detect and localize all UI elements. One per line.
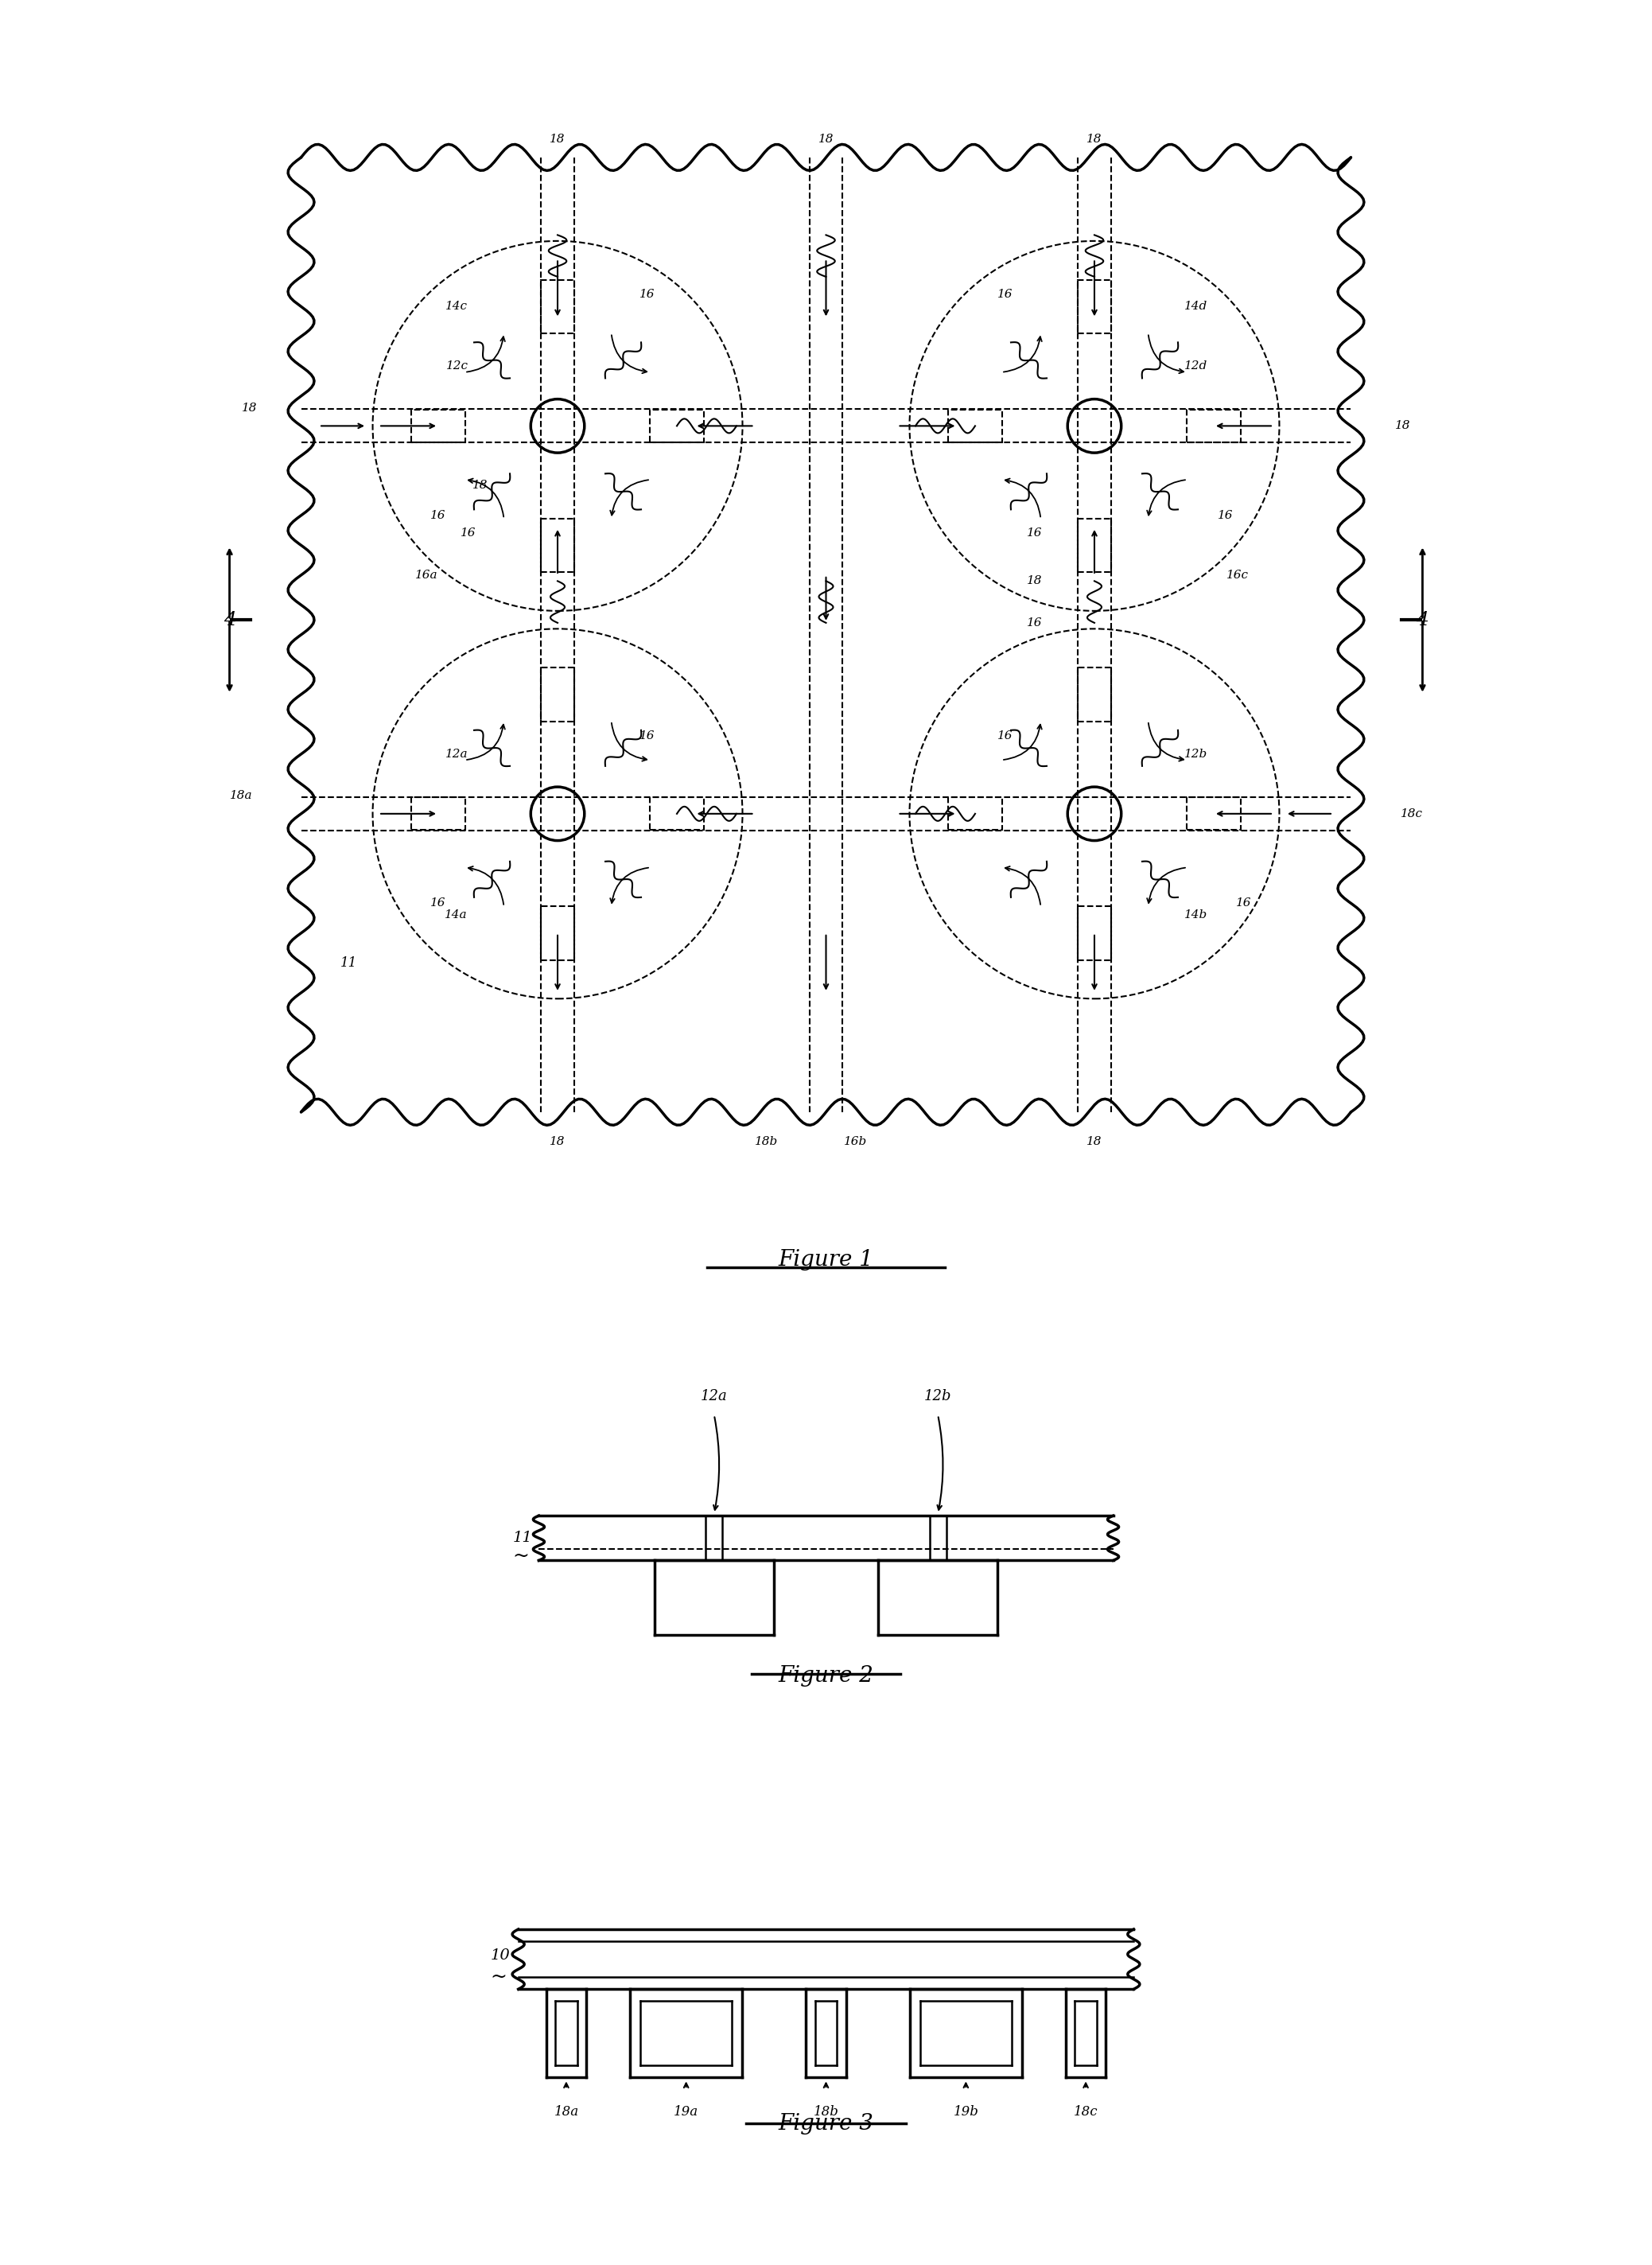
- Text: 11: 11: [512, 1531, 532, 1545]
- Text: 16: 16: [1236, 897, 1251, 908]
- Text: 12a: 12a: [700, 1388, 727, 1404]
- Text: 16: 16: [431, 897, 446, 908]
- Text: 18b: 18b: [755, 1137, 778, 1148]
- Bar: [1079, 906, 1110, 960]
- Text: Figure 1: Figure 1: [778, 1250, 874, 1271]
- Bar: [948, 410, 1003, 442]
- Text: 4: 4: [223, 612, 236, 630]
- Text: 16: 16: [431, 510, 446, 521]
- Text: 4: 4: [1416, 612, 1429, 630]
- Text: 12b: 12b: [923, 1388, 952, 1404]
- Text: 18b: 18b: [813, 2104, 839, 2118]
- Text: 14a: 14a: [444, 911, 468, 922]
- Bar: [948, 797, 1003, 831]
- Text: 18a: 18a: [553, 2104, 578, 2118]
- Bar: [649, 797, 704, 831]
- Text: 18c: 18c: [1074, 2104, 1099, 2118]
- Bar: [411, 410, 466, 442]
- Bar: [542, 281, 573, 333]
- Bar: [649, 410, 704, 442]
- Bar: [411, 797, 466, 831]
- Text: 12b: 12b: [1184, 747, 1208, 759]
- Text: 10: 10: [491, 1948, 510, 1961]
- Text: Figure 2: Figure 2: [778, 1665, 874, 1687]
- Text: 18: 18: [1087, 134, 1102, 145]
- Text: 16: 16: [1218, 510, 1234, 521]
- Text: 18: 18: [1028, 575, 1042, 587]
- Bar: [1079, 281, 1110, 333]
- Text: 16: 16: [1028, 528, 1042, 539]
- Text: 16a: 16a: [415, 569, 438, 580]
- Text: 16: 16: [639, 290, 654, 301]
- Bar: [542, 668, 573, 720]
- Bar: [542, 906, 573, 960]
- Text: 12c: 12c: [446, 360, 468, 371]
- Text: 16: 16: [998, 732, 1013, 741]
- Text: ~: ~: [512, 1547, 529, 1565]
- Text: 11: 11: [340, 956, 357, 969]
- Text: 16b: 16b: [844, 1137, 867, 1148]
- Text: Figure 3: Figure 3: [778, 2113, 874, 2134]
- Bar: [1186, 410, 1241, 442]
- Text: 18: 18: [550, 134, 565, 145]
- Bar: [1079, 519, 1110, 573]
- Text: 14d: 14d: [1184, 301, 1208, 313]
- Text: 19b: 19b: [953, 2104, 978, 2118]
- Bar: [542, 519, 573, 573]
- Text: 18a: 18a: [230, 790, 253, 802]
- Text: 16: 16: [1028, 618, 1042, 627]
- Text: 18: 18: [1394, 421, 1411, 433]
- Bar: [1079, 668, 1110, 720]
- Text: 16: 16: [998, 290, 1013, 301]
- Text: 18: 18: [241, 403, 258, 414]
- Text: 19a: 19a: [674, 2104, 699, 2118]
- Text: 16: 16: [461, 528, 476, 539]
- Text: 18: 18: [1087, 1137, 1102, 1148]
- Text: 18: 18: [818, 134, 834, 145]
- Text: ~: ~: [491, 1968, 507, 1986]
- Text: 14c: 14c: [444, 301, 468, 313]
- Text: 18: 18: [550, 1137, 565, 1148]
- Text: 14b: 14b: [1184, 911, 1208, 922]
- Text: 18: 18: [472, 480, 487, 492]
- Bar: [1186, 797, 1241, 831]
- Text: 18c: 18c: [1401, 809, 1422, 820]
- Text: 16: 16: [639, 732, 654, 741]
- Text: 16c: 16c: [1226, 569, 1249, 580]
- Text: 12a: 12a: [446, 747, 468, 759]
- Text: 12d: 12d: [1184, 360, 1208, 371]
